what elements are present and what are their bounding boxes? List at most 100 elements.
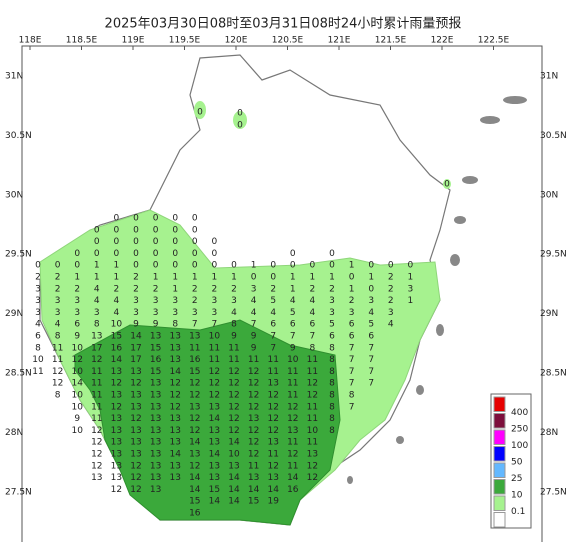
- rain-value: 14: [267, 485, 279, 495]
- rain-value: 12: [169, 402, 180, 412]
- rain-value: 12: [189, 379, 200, 389]
- rain-value: 6: [349, 320, 355, 330]
- rain-value: 12: [52, 379, 63, 389]
- rain-value: 13: [130, 367, 141, 377]
- rain-value: 0: [114, 225, 120, 235]
- rain-value: 0: [329, 249, 335, 259]
- rain-value: 1: [290, 273, 296, 283]
- rain-value: 13: [267, 473, 278, 483]
- rain-value: 17: [91, 343, 102, 353]
- rain-value: 12: [307, 473, 318, 483]
- rain-value: 0: [94, 249, 100, 259]
- rain-value: 12: [91, 355, 102, 365]
- rain-value: 2: [388, 296, 394, 306]
- rain-value: 4: [231, 308, 237, 318]
- rain-value: 12: [209, 379, 220, 389]
- rain-value: 2: [55, 284, 61, 294]
- rain-value: 2: [231, 284, 237, 294]
- rain-value: 14: [169, 450, 181, 460]
- rain-value: 12: [189, 426, 200, 436]
- lon-label: 121E: [328, 36, 351, 46]
- rain-value: 0: [192, 237, 198, 247]
- rain-value: 13: [91, 473, 102, 483]
- rain-value: 7: [192, 320, 198, 330]
- rain-value: 12: [228, 414, 239, 424]
- rain-value: 14: [228, 438, 240, 448]
- rain-value: 2: [114, 284, 120, 294]
- lat-label: 29N: [5, 309, 23, 319]
- rain-value: 0: [172, 225, 178, 235]
- rain-value: 3: [192, 308, 198, 318]
- rain-value: 12: [248, 450, 259, 460]
- rain-value: 0: [133, 237, 139, 247]
- rain-value: 12: [228, 379, 239, 389]
- rain-spot: [443, 179, 451, 189]
- rain-value: 1: [74, 273, 80, 283]
- rain-value: 13: [189, 450, 200, 460]
- rain-value: 3: [153, 308, 159, 318]
- rain-value: 2: [133, 284, 139, 294]
- rain-value: 16: [189, 355, 201, 365]
- lat-label: 28N: [5, 428, 23, 438]
- rain-value: 8: [329, 414, 335, 424]
- rain-value: 12: [228, 402, 239, 412]
- rain-value: 4: [251, 308, 257, 318]
- rain-value: 4: [270, 308, 276, 318]
- rain-value: 7: [368, 343, 374, 353]
- rain-value: 12: [248, 402, 259, 412]
- rain-value: 2: [270, 284, 276, 294]
- rain-value: 7: [212, 320, 218, 330]
- lat-label: 29N: [540, 309, 558, 319]
- rain-value: 13: [248, 414, 259, 424]
- map-title: 2025年03月30日08时至03月31日08时24小时累计雨量预报: [105, 17, 462, 32]
- rain-value: 8: [329, 355, 335, 365]
- rain-value: 14: [71, 379, 83, 389]
- rain-value: 3: [212, 296, 218, 306]
- rain-value: 3: [153, 296, 159, 306]
- rain-value: 8: [35, 343, 41, 353]
- rain-value: 1: [172, 284, 178, 294]
- rain-value: 10: [71, 426, 83, 436]
- rain-value: 13: [307, 450, 318, 460]
- legend-label: 250: [511, 425, 528, 435]
- rain-value: 0: [408, 261, 414, 271]
- rain-value: 3: [133, 296, 139, 306]
- rain-value: 4: [310, 308, 316, 318]
- rain-value: 13: [228, 461, 239, 471]
- rain-value: 10: [228, 450, 240, 460]
- rain-value: 13: [169, 438, 180, 448]
- rain-value: 4: [35, 320, 41, 330]
- rain-value: 13: [189, 332, 200, 342]
- rain-value: 14: [287, 473, 299, 483]
- rain-value: 13: [169, 332, 180, 342]
- rain-value: 4: [310, 296, 316, 306]
- lat-label: 30N: [540, 190, 558, 200]
- rain-value: 11: [248, 461, 259, 471]
- rain-value: 15: [150, 343, 161, 353]
- rain-value: 11: [209, 343, 220, 353]
- rain-value: 8: [231, 320, 237, 330]
- rain-value: 11: [91, 367, 102, 377]
- rain-value: 0: [114, 249, 120, 259]
- rain-value: 2: [35, 273, 41, 283]
- rain-value: 2: [55, 273, 61, 283]
- rain-value: 0: [444, 180, 450, 190]
- rain-value: 11: [307, 367, 318, 377]
- rain-value: 12: [91, 450, 102, 460]
- rain-value: 4: [251, 296, 257, 306]
- rain-value: 8: [172, 320, 178, 330]
- legend-swatch: [493, 413, 506, 429]
- lat-label: 27.5N: [540, 487, 567, 497]
- rain-value: 12: [169, 379, 180, 389]
- rain-value: 11: [307, 438, 318, 448]
- rain-value: 1: [114, 261, 120, 271]
- rain-value: 9: [74, 332, 80, 342]
- rain-value: 3: [388, 308, 394, 318]
- rain-value: 13: [111, 426, 122, 436]
- rain-value: 0: [310, 261, 316, 271]
- rain-value: 10: [71, 402, 83, 412]
- rain-value: 17: [130, 355, 141, 365]
- rain-value: 0: [172, 249, 178, 259]
- rain-value: 0: [74, 261, 80, 271]
- lon-label: 118E: [19, 36, 42, 46]
